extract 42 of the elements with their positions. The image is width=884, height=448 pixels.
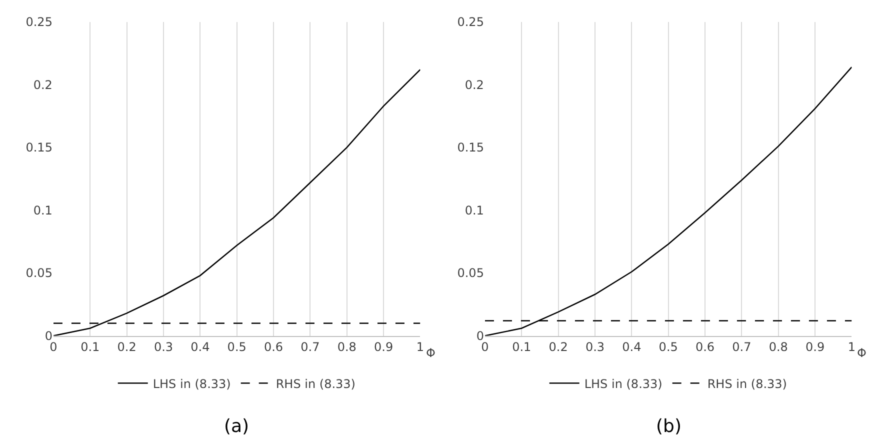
x-tick-label: 0.6 xyxy=(264,340,284,354)
text: (b) xyxy=(656,416,682,437)
x-tick-label: 0.7 xyxy=(300,340,320,354)
x-tick-label: 0.2 xyxy=(117,340,136,354)
x-tick-label: 0.1 xyxy=(512,340,532,354)
y-tick-label: 0.05 xyxy=(457,266,484,280)
y-tick-label: 0.2 xyxy=(464,78,484,92)
x-tick-label: 0.3 xyxy=(154,340,174,354)
y-tick-label: 0.2 xyxy=(33,78,52,92)
x-tick-label: 0.9 xyxy=(374,340,394,354)
y-tick-label: 0.25 xyxy=(26,15,52,30)
y-tick-label: 0 xyxy=(476,329,484,343)
x-tick-label: 0.1 xyxy=(80,340,100,354)
y-tick-label: 0.25 xyxy=(457,15,484,30)
text: (a) xyxy=(224,416,250,437)
y-tick-label: 0.15 xyxy=(26,140,52,155)
x-tick-label: 0.8 xyxy=(337,340,356,354)
x-axis-title: Φ xyxy=(857,346,866,360)
line-series xyxy=(484,66,852,336)
x-tick-label: 0.7 xyxy=(732,340,752,354)
x-tick-label: 0.3 xyxy=(585,340,605,354)
x-axis-title: Φ xyxy=(426,346,436,360)
y-tick-label: 0.05 xyxy=(26,266,52,280)
y-tick-label: 0.1 xyxy=(464,203,484,218)
line-series xyxy=(53,68,420,336)
legend-label: RHS in (8.33) xyxy=(276,376,356,391)
y-tick-label: 0 xyxy=(44,329,52,343)
x-tick-label: 0.4 xyxy=(190,340,210,354)
x-tick-label: 0.6 xyxy=(695,340,715,354)
legend-label: LHS in (8.33) xyxy=(584,376,662,391)
legend-label: RHS in (8.33) xyxy=(707,376,787,391)
legend-label: LHS in (8.33) xyxy=(152,376,231,391)
x-tick-label: 0.2 xyxy=(548,340,568,354)
y-tick-label: 0.1 xyxy=(33,203,52,218)
x-tick-label: 0.4 xyxy=(622,340,642,354)
x-tick-label: 0.9 xyxy=(806,340,825,354)
x-tick-label: 1 xyxy=(416,340,424,354)
x-tick-label: 0.8 xyxy=(768,340,788,354)
x-tick-label: 0.5 xyxy=(227,340,246,354)
x-tick-label: 1 xyxy=(848,340,856,354)
x-tick-label: 0.5 xyxy=(658,340,678,354)
y-tick-label: 0.15 xyxy=(457,140,484,155)
